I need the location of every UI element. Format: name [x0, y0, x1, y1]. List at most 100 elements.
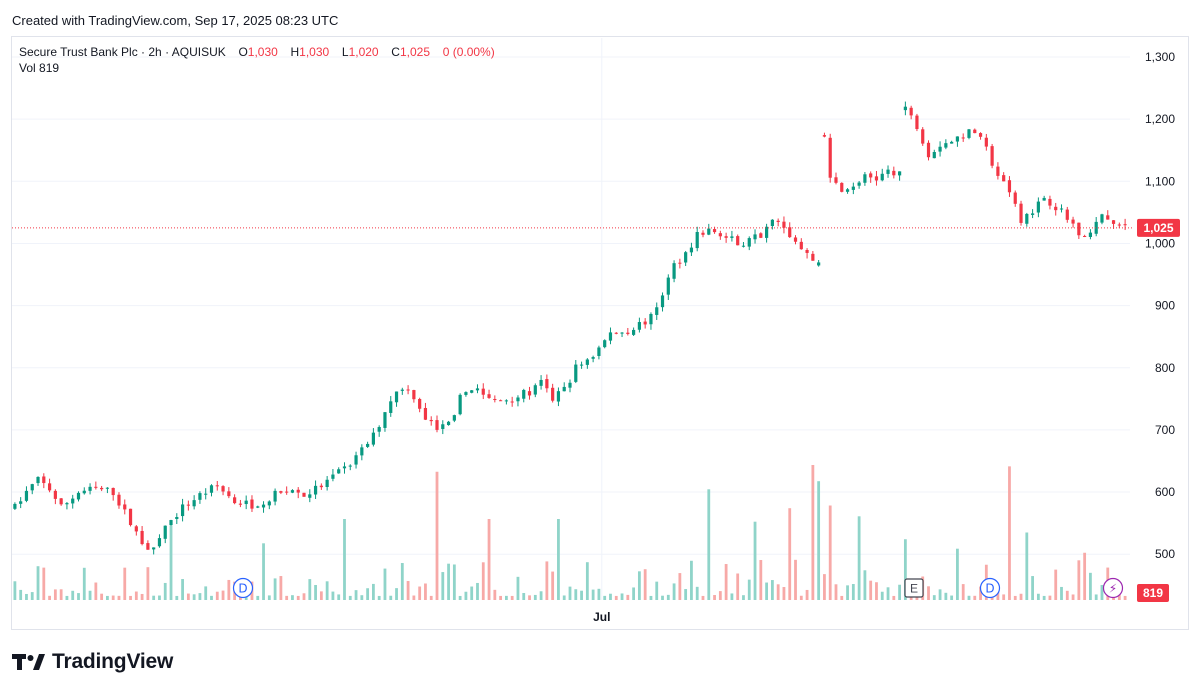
y-tick-label: 600 — [1155, 485, 1175, 499]
volume-bar — [1071, 594, 1075, 600]
volume-bar — [366, 588, 370, 600]
candle-body — [192, 500, 196, 507]
volume-bar — [1042, 595, 1046, 600]
candle-body — [204, 493, 208, 495]
candle-body — [539, 379, 543, 386]
event-marker[interactable]: ⚡ — [1102, 577, 1124, 599]
volume-bar — [597, 588, 601, 600]
volume-bar — [823, 574, 826, 600]
dividend-marker[interactable]: D — [232, 577, 254, 599]
volume-bar — [863, 570, 867, 600]
dividend-marker-circle — [232, 577, 254, 599]
volume-bar — [944, 592, 948, 600]
earnings-marker[interactable]: E — [904, 578, 924, 598]
volume-bar — [158, 595, 161, 600]
volume-bar — [111, 595, 115, 600]
candle-body — [915, 115, 919, 130]
candle-body — [880, 173, 884, 181]
volume-bar — [585, 562, 589, 600]
candle-body — [348, 465, 352, 467]
volume-bar — [614, 595, 618, 600]
candle-body — [765, 226, 769, 238]
candle-body — [406, 389, 410, 391]
volume-bar — [851, 584, 855, 600]
watermark-caption: Created with TradingView.com, Sep 17, 20… — [12, 13, 339, 28]
candle-body — [551, 387, 555, 401]
volume-bar — [181, 579, 184, 600]
candle-body — [227, 491, 231, 497]
candle-body — [285, 491, 289, 493]
candle-body — [435, 420, 439, 430]
volume-bar — [267, 595, 271, 600]
candle-body — [863, 174, 867, 183]
volume-bar — [65, 595, 69, 600]
volume-bar — [742, 595, 745, 600]
volume-bar — [516, 576, 520, 600]
candle-body — [782, 221, 786, 228]
candle-body — [996, 166, 1000, 176]
volume-bar — [545, 561, 549, 600]
candle-body — [840, 182, 844, 192]
volume-bar — [562, 595, 566, 600]
volume-bar — [129, 595, 132, 600]
volume-bar — [828, 505, 832, 600]
candle-body — [1059, 208, 1064, 210]
candle-body — [140, 530, 144, 545]
candle-body — [897, 171, 902, 176]
candle-body — [470, 390, 474, 393]
tradingview-logo[interactable]: TradingView — [12, 650, 173, 674]
volume-bar — [406, 581, 410, 600]
volume-bar — [123, 567, 127, 600]
brand-name: TradingView — [52, 650, 174, 673]
volume-bar — [152, 595, 156, 600]
volume-bar — [510, 595, 514, 600]
volume-bar — [580, 590, 583, 600]
candle-body — [973, 129, 977, 134]
volume-value: 819 — [39, 61, 60, 75]
candle-body — [637, 322, 641, 330]
candle-body — [169, 520, 173, 526]
volume-bar — [481, 562, 485, 600]
volume-bar — [25, 593, 28, 600]
volume-bar — [395, 588, 398, 600]
volume-bar — [846, 585, 849, 600]
dividend-marker[interactable]: D — [979, 577, 1001, 599]
candle-body — [331, 474, 335, 479]
volume-bar — [782, 587, 786, 600]
volume-bar — [1117, 593, 1121, 600]
volume-bar — [649, 595, 653, 600]
volume-bar — [82, 567, 86, 600]
volume-bar — [343, 519, 346, 600]
candle-body — [36, 476, 40, 484]
candle-body — [938, 146, 942, 152]
candle-body — [533, 385, 537, 395]
open-value: 1,030 — [247, 45, 278, 59]
event-markers: D E D ⚡ — [232, 577, 1124, 599]
time-axis: Jul — [593, 610, 610, 624]
candle-body — [111, 487, 115, 496]
volume-bar — [770, 580, 774, 600]
volume-bar — [331, 591, 335, 600]
candle-body — [967, 129, 971, 138]
candle-body — [666, 277, 670, 295]
volume-bar — [690, 560, 693, 600]
volume-bar — [1019, 593, 1023, 600]
candle-body — [366, 443, 370, 447]
symbol-title[interactable]: Secure Trust Bank Plc · 2h · AQUISUK — [19, 45, 226, 59]
change-value: 0 (0.00%) — [442, 45, 495, 59]
volume-bar — [1013, 595, 1017, 600]
y-tick-label: 700 — [1155, 423, 1175, 437]
candle-body — [1071, 219, 1075, 224]
volume-bar — [539, 591, 543, 600]
candle-body — [978, 133, 983, 137]
candle-body — [932, 152, 936, 159]
candle-body — [354, 455, 358, 465]
axis-tags: 1,025 819 — [1137, 218, 1180, 602]
volume-bar — [285, 595, 289, 600]
candle-body — [869, 173, 873, 178]
candle-body — [516, 397, 520, 402]
volume-bar — [1048, 595, 1052, 600]
candle-body — [632, 329, 636, 335]
dividend-marker-label: D — [985, 582, 994, 596]
